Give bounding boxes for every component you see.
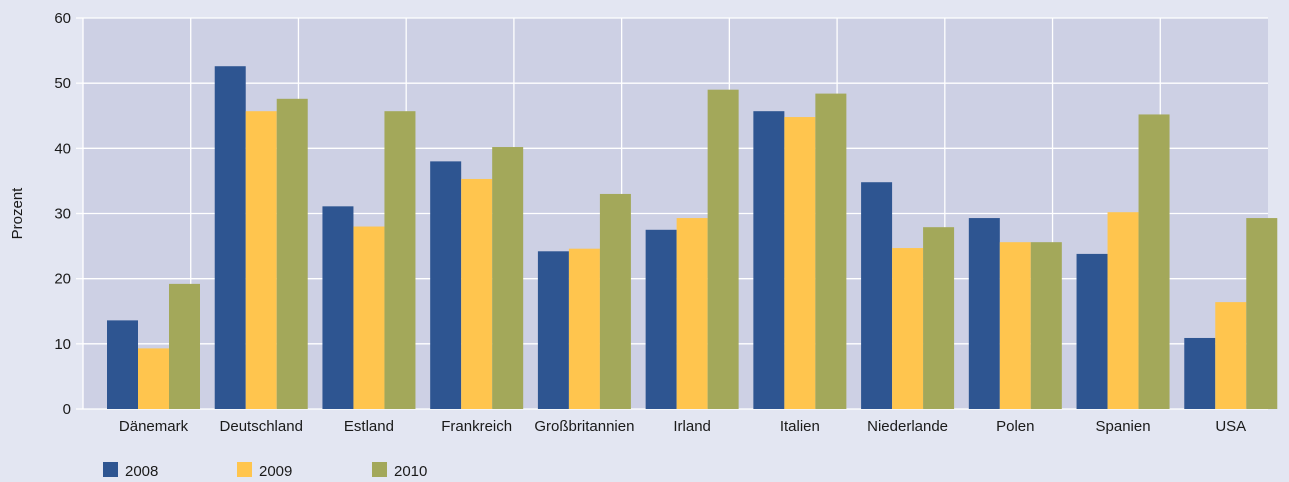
bar-2010 xyxy=(1138,114,1170,410)
x-tick-label: Frankreich xyxy=(441,418,512,435)
bar-2008 xyxy=(1184,337,1216,409)
bar-2008 xyxy=(322,206,354,409)
bar-2008 xyxy=(968,218,1000,409)
bar-2010 xyxy=(707,89,739,409)
y-axis: 0 10 20 30 40 50 60 xyxy=(54,10,84,418)
bar-2008 xyxy=(645,229,677,409)
bar-2008 xyxy=(537,251,569,409)
bar-2010 xyxy=(276,98,308,409)
x-tick-label: Estland xyxy=(344,418,394,435)
bar-2010 xyxy=(492,147,524,409)
bar-2009 xyxy=(568,248,600,409)
bar-2008 xyxy=(753,111,785,410)
x-tick-label: Deutschland xyxy=(220,418,303,435)
y-tick-label: 60 xyxy=(54,10,71,27)
bar-2010 xyxy=(1246,218,1278,409)
bar-2009 xyxy=(138,348,169,409)
legend-swatch-2009 xyxy=(237,462,252,477)
x-tick-label: Großbritannien xyxy=(534,418,634,435)
bar-2010 xyxy=(923,227,955,409)
y-tick-label: 10 xyxy=(54,336,71,353)
y-axis-title: Prozent xyxy=(9,187,26,240)
bar-2008 xyxy=(430,161,462,409)
x-tick-label: Niederlande xyxy=(867,418,948,435)
bar-2008 xyxy=(107,320,138,409)
legend: 2008 2009 2010 xyxy=(103,462,427,480)
bar-2009 xyxy=(676,218,708,409)
bar-2010 xyxy=(599,193,631,409)
y-tick-label: 50 xyxy=(54,75,71,92)
bar-2009 xyxy=(784,117,816,409)
bar-2009 xyxy=(461,178,493,409)
bars xyxy=(107,66,1278,410)
legend-label-2010: 2010 xyxy=(394,463,427,480)
legend-swatch-2010 xyxy=(372,462,387,477)
x-axis: Dänemark Deutschland Estland Frankreich Groß… xyxy=(119,418,1246,435)
y-tick-label: 40 xyxy=(54,140,71,157)
bar-2010 xyxy=(815,93,847,410)
x-tick-label: Spanien xyxy=(1096,418,1151,435)
bar-2009 xyxy=(1215,302,1247,409)
bar-2010 xyxy=(384,111,416,410)
bar-2009 xyxy=(353,226,385,409)
bar-2009 xyxy=(999,242,1031,409)
bar-2009 xyxy=(245,111,277,410)
bar-2008 xyxy=(1076,253,1108,409)
x-tick-label: USA xyxy=(1215,418,1246,435)
x-tick-label: Dänemark xyxy=(119,418,189,435)
bar-2010 xyxy=(169,283,200,409)
y-tick-label: 20 xyxy=(54,271,71,288)
bar-2008 xyxy=(214,66,246,410)
x-tick-label: Polen xyxy=(996,418,1034,435)
y-tick-label: 0 xyxy=(63,401,71,418)
bar-2010 xyxy=(1030,242,1062,409)
legend-swatch-2008 xyxy=(103,462,118,477)
legend-label-2008: 2008 xyxy=(125,463,158,480)
legend-label-2009: 2009 xyxy=(259,463,292,480)
bar-2009 xyxy=(1107,212,1139,409)
bar-2008 xyxy=(861,182,893,409)
bar-2009 xyxy=(892,248,924,409)
y-tick-label: 30 xyxy=(54,206,71,223)
x-tick-label: Italien xyxy=(780,418,820,435)
x-tick-label: Irland xyxy=(673,418,711,435)
